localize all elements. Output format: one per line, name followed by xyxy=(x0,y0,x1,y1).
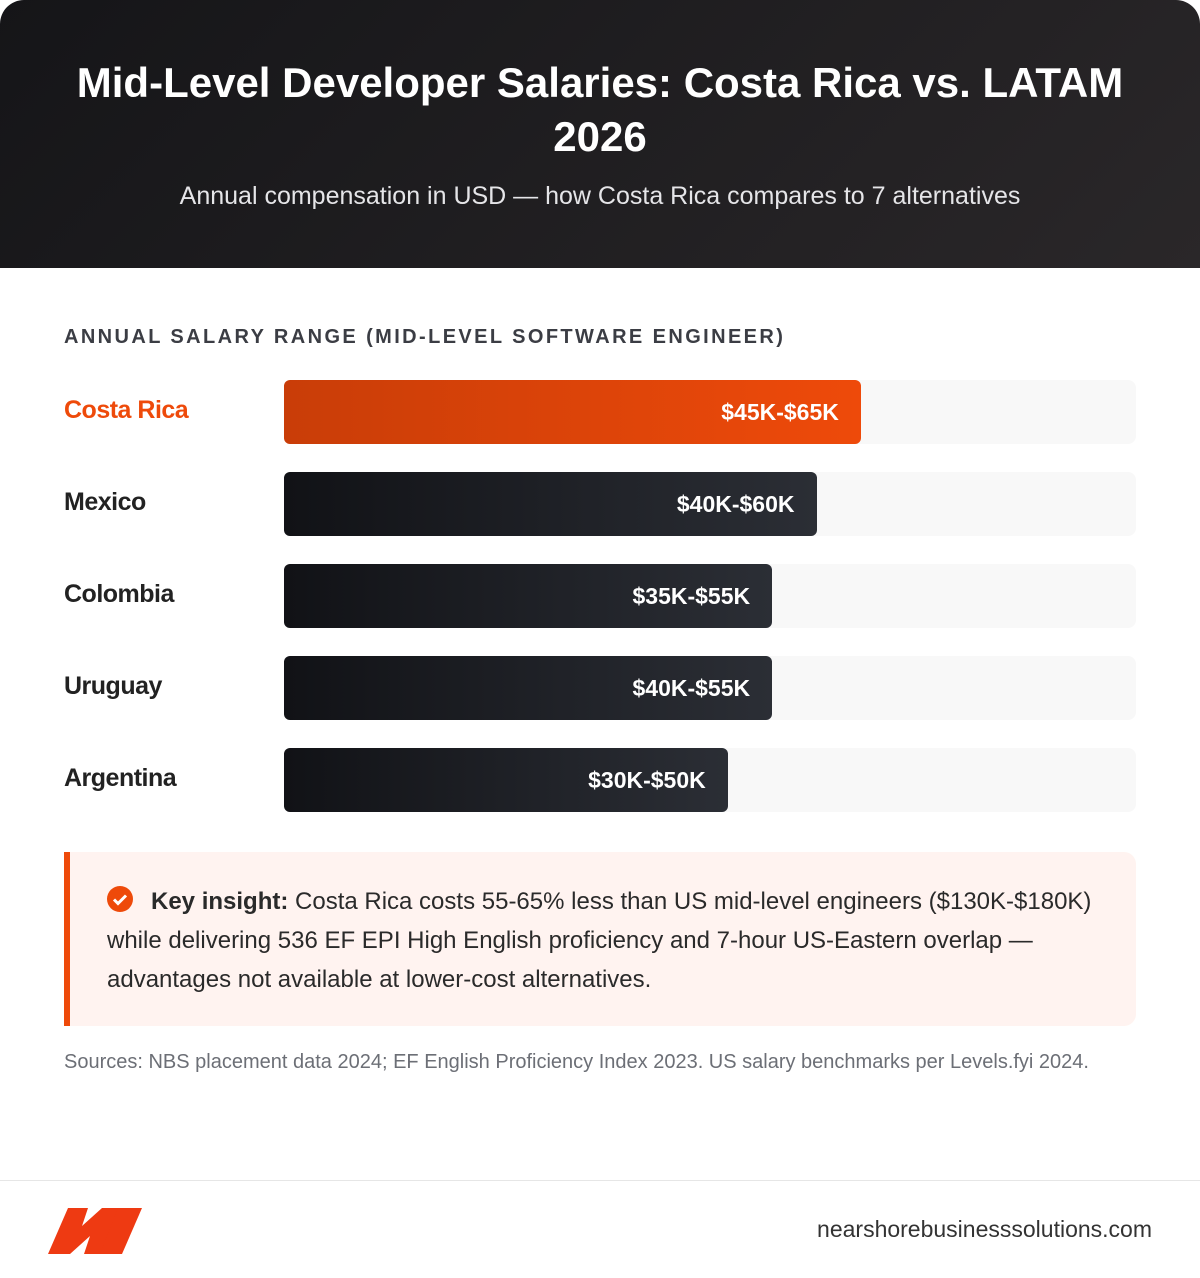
header: Mid-Level Developer Salaries: Costa Rica… xyxy=(0,0,1200,268)
bar: $30K-$50K xyxy=(284,748,728,812)
subtitle: Annual compensation in USD — how Costa R… xyxy=(179,182,1021,210)
divider xyxy=(0,1180,1200,1181)
insight-text: Costa Rica costs 55-65% less than US mid… xyxy=(107,888,1092,993)
bar: $45K-$65K xyxy=(284,380,861,444)
value-label: $40K-$55K xyxy=(632,675,751,701)
category-label: Colombia xyxy=(64,580,174,608)
bar-track: $30K-$50K xyxy=(284,748,1136,812)
bar-track: $35K-$55K xyxy=(284,564,1136,628)
bar: $40K-$55K xyxy=(284,656,773,720)
insight-box: Key insight: Costa Rica costs 55-65% les… xyxy=(64,852,1136,1026)
value-label: $45K-$65K xyxy=(721,399,839,425)
category-label: Costa Rica xyxy=(64,396,189,424)
bar: $35K-$55K xyxy=(284,564,773,628)
logo xyxy=(48,1208,142,1254)
bar-track: $40K-$60K xyxy=(284,472,1136,536)
check-icon xyxy=(107,886,133,912)
category-label: Argentina xyxy=(64,764,177,792)
bar-track: $40K-$55K xyxy=(284,656,1136,720)
footer-url: nearshorebusinesssolutions.com xyxy=(817,1216,1152,1242)
chart-title: ANNUAL SALARY RANGE (MID-LEVEL SOFTWARE … xyxy=(64,326,786,348)
value-label: $40K-$60K xyxy=(676,491,795,517)
sources: Sources: NBS placement data 2024; EF Eng… xyxy=(64,1051,1089,1073)
title: Mid-Level Developer Salaries: Costa Rica… xyxy=(76,59,1124,160)
bar-track: $45K-$65K xyxy=(284,380,1136,444)
insight-lead: Key insight: xyxy=(151,888,289,915)
category-label: Mexico xyxy=(64,488,146,516)
value-label: $30K-$50K xyxy=(588,767,706,793)
value-label: $35K-$55K xyxy=(632,583,751,609)
bar: $40K-$60K xyxy=(284,472,817,536)
category-label: Uruguay xyxy=(64,672,162,700)
